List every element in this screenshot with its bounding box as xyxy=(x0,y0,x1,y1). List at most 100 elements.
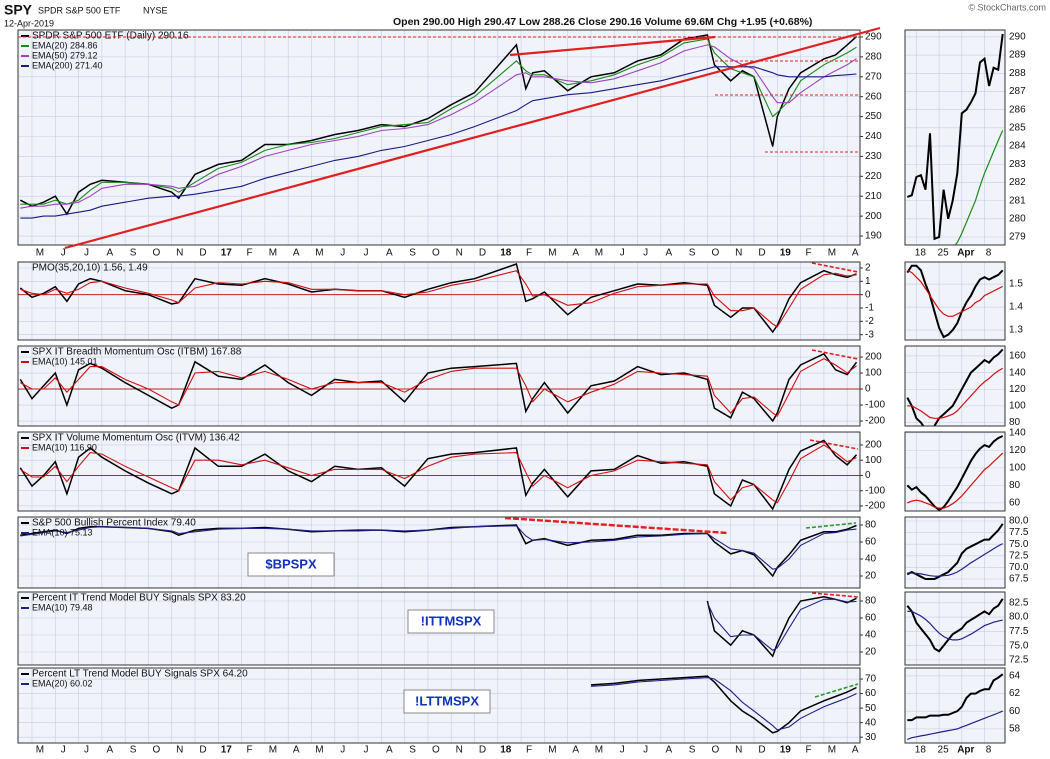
legend-label: EMA(10) 75.13 xyxy=(32,527,93,537)
y-tick-label: 284 xyxy=(1009,141,1026,152)
x-tick-label: J xyxy=(643,248,648,259)
y-tick-label: 289 xyxy=(1009,50,1026,61)
plot-area xyxy=(18,262,860,340)
x-tick-label: N xyxy=(735,248,742,259)
inset-frame xyxy=(904,261,1006,341)
y-tick-label: 280 xyxy=(1009,213,1026,224)
y-tick-label: 40 xyxy=(865,554,877,565)
credit: © StockCharts.com xyxy=(968,2,1046,12)
x-tick-label: M xyxy=(315,248,323,259)
x-tick-label: N xyxy=(176,248,183,259)
inset-line xyxy=(907,367,1003,419)
y-tick-label: 140 xyxy=(1009,367,1026,378)
y-tick-label: 50 xyxy=(865,703,877,714)
x-tick-label: 19 xyxy=(780,248,792,259)
y-tick-label: 1.3 xyxy=(1009,325,1023,336)
label-box xyxy=(403,689,491,714)
x-tick-label: J xyxy=(84,248,89,259)
y-tick-label: 280 xyxy=(865,52,882,63)
x-tick-label: M xyxy=(548,248,556,259)
x-tick-label: J xyxy=(340,745,345,756)
plot-frame xyxy=(17,29,861,246)
y-tick-label: 40 xyxy=(865,630,877,641)
inset-frame xyxy=(904,516,1006,589)
x-tick-label: N xyxy=(735,745,742,756)
x-tick-label: N xyxy=(456,248,463,259)
y-tick-label: 20 xyxy=(865,571,877,582)
y-tick-label: 60 xyxy=(865,613,877,624)
y-tick-label: 100 xyxy=(865,368,882,379)
y-tick-label: -200 xyxy=(865,416,885,427)
legend-label: SPDR S&P 500 ETF (Daily) 290.16 xyxy=(32,31,189,42)
x-tick-label: 8 xyxy=(986,745,992,756)
y-tick-label: 210 xyxy=(865,191,882,202)
series-line xyxy=(19,352,858,423)
inset-line xyxy=(906,264,1004,339)
series-line xyxy=(590,677,857,731)
y-tick-label: 250 xyxy=(865,111,882,122)
y-tick-label: 67.5 xyxy=(1009,574,1029,585)
y-tick-label: 0 xyxy=(865,289,871,300)
x-tick-label: 17 xyxy=(221,248,233,259)
x-tick-label: J xyxy=(364,745,369,756)
panel-annotation: $BPSPX xyxy=(265,556,317,571)
inset-area xyxy=(905,432,1005,511)
inset-frame xyxy=(904,345,1006,427)
x-tick-label: F xyxy=(247,248,253,259)
exchange: NYSE xyxy=(143,5,168,15)
y-tick-label: 80 xyxy=(865,520,877,531)
divergence-line xyxy=(809,439,859,450)
x-tick-label: A xyxy=(666,248,673,259)
x-tick-label: S xyxy=(130,745,137,756)
x-tick-label: N xyxy=(456,745,463,756)
inset-area xyxy=(905,30,1005,245)
inset-line xyxy=(906,523,1004,580)
series-line xyxy=(706,598,857,651)
series-line xyxy=(20,38,857,205)
y-tick-label: 62 xyxy=(1009,688,1021,699)
x-tick-label: J xyxy=(620,745,625,756)
inset-frame xyxy=(904,591,1006,666)
x-tick-label: D xyxy=(479,745,486,756)
x-tick-label: O xyxy=(153,745,161,756)
x-tick-label: A xyxy=(107,745,114,756)
y-tick-label: 283 xyxy=(1009,159,1026,170)
x-tick-label: 18 xyxy=(915,745,927,756)
x-tick-label: D xyxy=(758,745,765,756)
y-tick-label: 64 xyxy=(1009,671,1021,682)
x-tick-label: O xyxy=(432,248,440,259)
divergence-line xyxy=(811,262,859,273)
x-tick-label: J xyxy=(61,248,66,259)
y-tick-label: 100 xyxy=(1009,401,1026,412)
y-tick-label: 2 xyxy=(865,263,871,274)
divergence-line xyxy=(504,516,729,535)
plot-frame xyxy=(17,345,861,427)
y-tick-label: 75.0 xyxy=(1009,539,1029,550)
y-tick-label: -100 xyxy=(865,485,885,496)
y-tick-label: 58 xyxy=(1009,724,1021,735)
x-tick-label: 25 xyxy=(938,745,950,756)
y-tick-label: 260 xyxy=(865,91,882,102)
y-tick-label: 72.5 xyxy=(1009,550,1029,561)
y-tick-label: 72.5 xyxy=(1009,655,1029,666)
inset-line xyxy=(906,33,1004,241)
x-tick-label: M xyxy=(269,745,277,756)
x-tick-label: A xyxy=(666,745,673,756)
series-line xyxy=(590,675,857,734)
x-tick-label: M xyxy=(828,248,836,259)
panel-annotation: !LTTMSPX xyxy=(415,693,479,708)
inset-line xyxy=(907,710,1003,741)
y-tick-label: 200 xyxy=(865,211,882,222)
y-tick-label: 287 xyxy=(1009,86,1026,97)
x-tick-label: M xyxy=(548,745,556,756)
x-tick-label: J xyxy=(364,248,369,259)
x-tick-label: O xyxy=(712,248,720,259)
y-tick-label: 200 xyxy=(865,440,882,451)
x-tick-label: 19 xyxy=(780,745,792,756)
y-tick-label: -3 xyxy=(865,329,874,340)
x-tick-label: S xyxy=(130,248,137,259)
legend-label: Percent LT Trend Model BUY Signals SPX 6… xyxy=(32,669,248,680)
y-tick-label: 30 xyxy=(865,732,877,743)
x-tick-label: A xyxy=(386,248,393,259)
